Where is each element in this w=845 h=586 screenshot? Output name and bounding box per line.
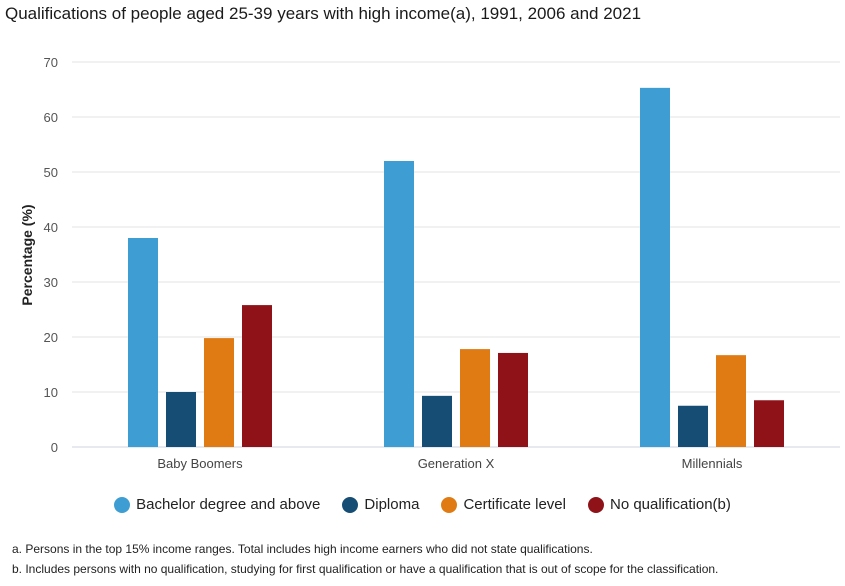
y-tick-label: 10 [44, 385, 58, 400]
footnote-b: b. Includes persons with no qualificatio… [12, 562, 719, 576]
legend-marker-icon [114, 496, 131, 513]
bar-bachelor-degree-and-above-millennials[interactable] [640, 87, 670, 447]
bar-diploma-baby-boomers[interactable] [166, 392, 196, 447]
bar-certificate-level-baby-boomers[interactable] [204, 338, 234, 447]
footnotes: a. Persons in the top 15% income ranges.… [12, 539, 718, 579]
legend-item[interactable]: Bachelor degree and above [114, 496, 320, 513]
legend: Bachelor degree and above Diploma Certific… [0, 496, 845, 513]
y-tick-label: 60 [44, 110, 58, 125]
legend-label: Certificate level [463, 496, 566, 513]
bar-certificate-level-millennials[interactable] [716, 355, 746, 447]
legend-label: No qualification(b) [609, 496, 731, 513]
y-axis-ticks: 0 10 20 30 40 50 60 70 [44, 55, 58, 455]
y-tick-label: 50 [44, 165, 58, 180]
bar-no-qualification-b-generation-x[interactable] [498, 352, 528, 447]
x-axis-ticks: Baby Boomers Generation X Millennials [157, 456, 742, 471]
y-tick-label: 70 [44, 55, 58, 70]
gridlines [72, 61, 840, 448]
y-tick-label: 0 [51, 440, 58, 455]
x-tick-label: Generation X [418, 456, 495, 471]
chart-title: Qualifications of people aged 25-39 year… [5, 4, 642, 23]
y-tick-label: 30 [44, 275, 58, 290]
bar-chart: 0 10 20 30 40 50 60 70 Baby Boomers Generation X… [19, 55, 840, 471]
bar-no-qualification-b-millennials[interactable] [754, 400, 784, 447]
legend-label: Bachelor degree and above [136, 496, 321, 513]
bar-no-qualification-b-baby-boomers[interactable] [242, 305, 272, 447]
legend-item[interactable]: No qualification(b) [587, 496, 731, 513]
legend-label: Diploma [364, 496, 420, 513]
legend-item[interactable]: Diploma [342, 496, 419, 513]
bar-diploma-generation-x[interactable] [422, 395, 452, 447]
bars [128, 87, 784, 447]
legend-item[interactable]: Certificate level [441, 496, 566, 513]
y-tick-label: 20 [44, 330, 58, 345]
bar-bachelor-degree-and-above-baby-boomers[interactable] [128, 238, 158, 447]
bar-diploma-millennials[interactable] [678, 405, 708, 447]
y-tick-label: 40 [44, 220, 58, 235]
legend-marker-icon [441, 496, 458, 513]
bar-certificate-level-generation-x[interactable] [460, 349, 490, 447]
x-tick-label: Millennials [682, 456, 743, 471]
bar-bachelor-degree-and-above-generation-x[interactable] [384, 161, 414, 447]
legend-marker-icon [587, 496, 604, 513]
y-axis-label: Percentage (%) [19, 204, 35, 305]
x-tick-label: Baby Boomers [157, 456, 243, 471]
footnote-a: a. Persons in the top 15% income ranges.… [12, 542, 593, 556]
legend-marker-icon [342, 496, 359, 513]
